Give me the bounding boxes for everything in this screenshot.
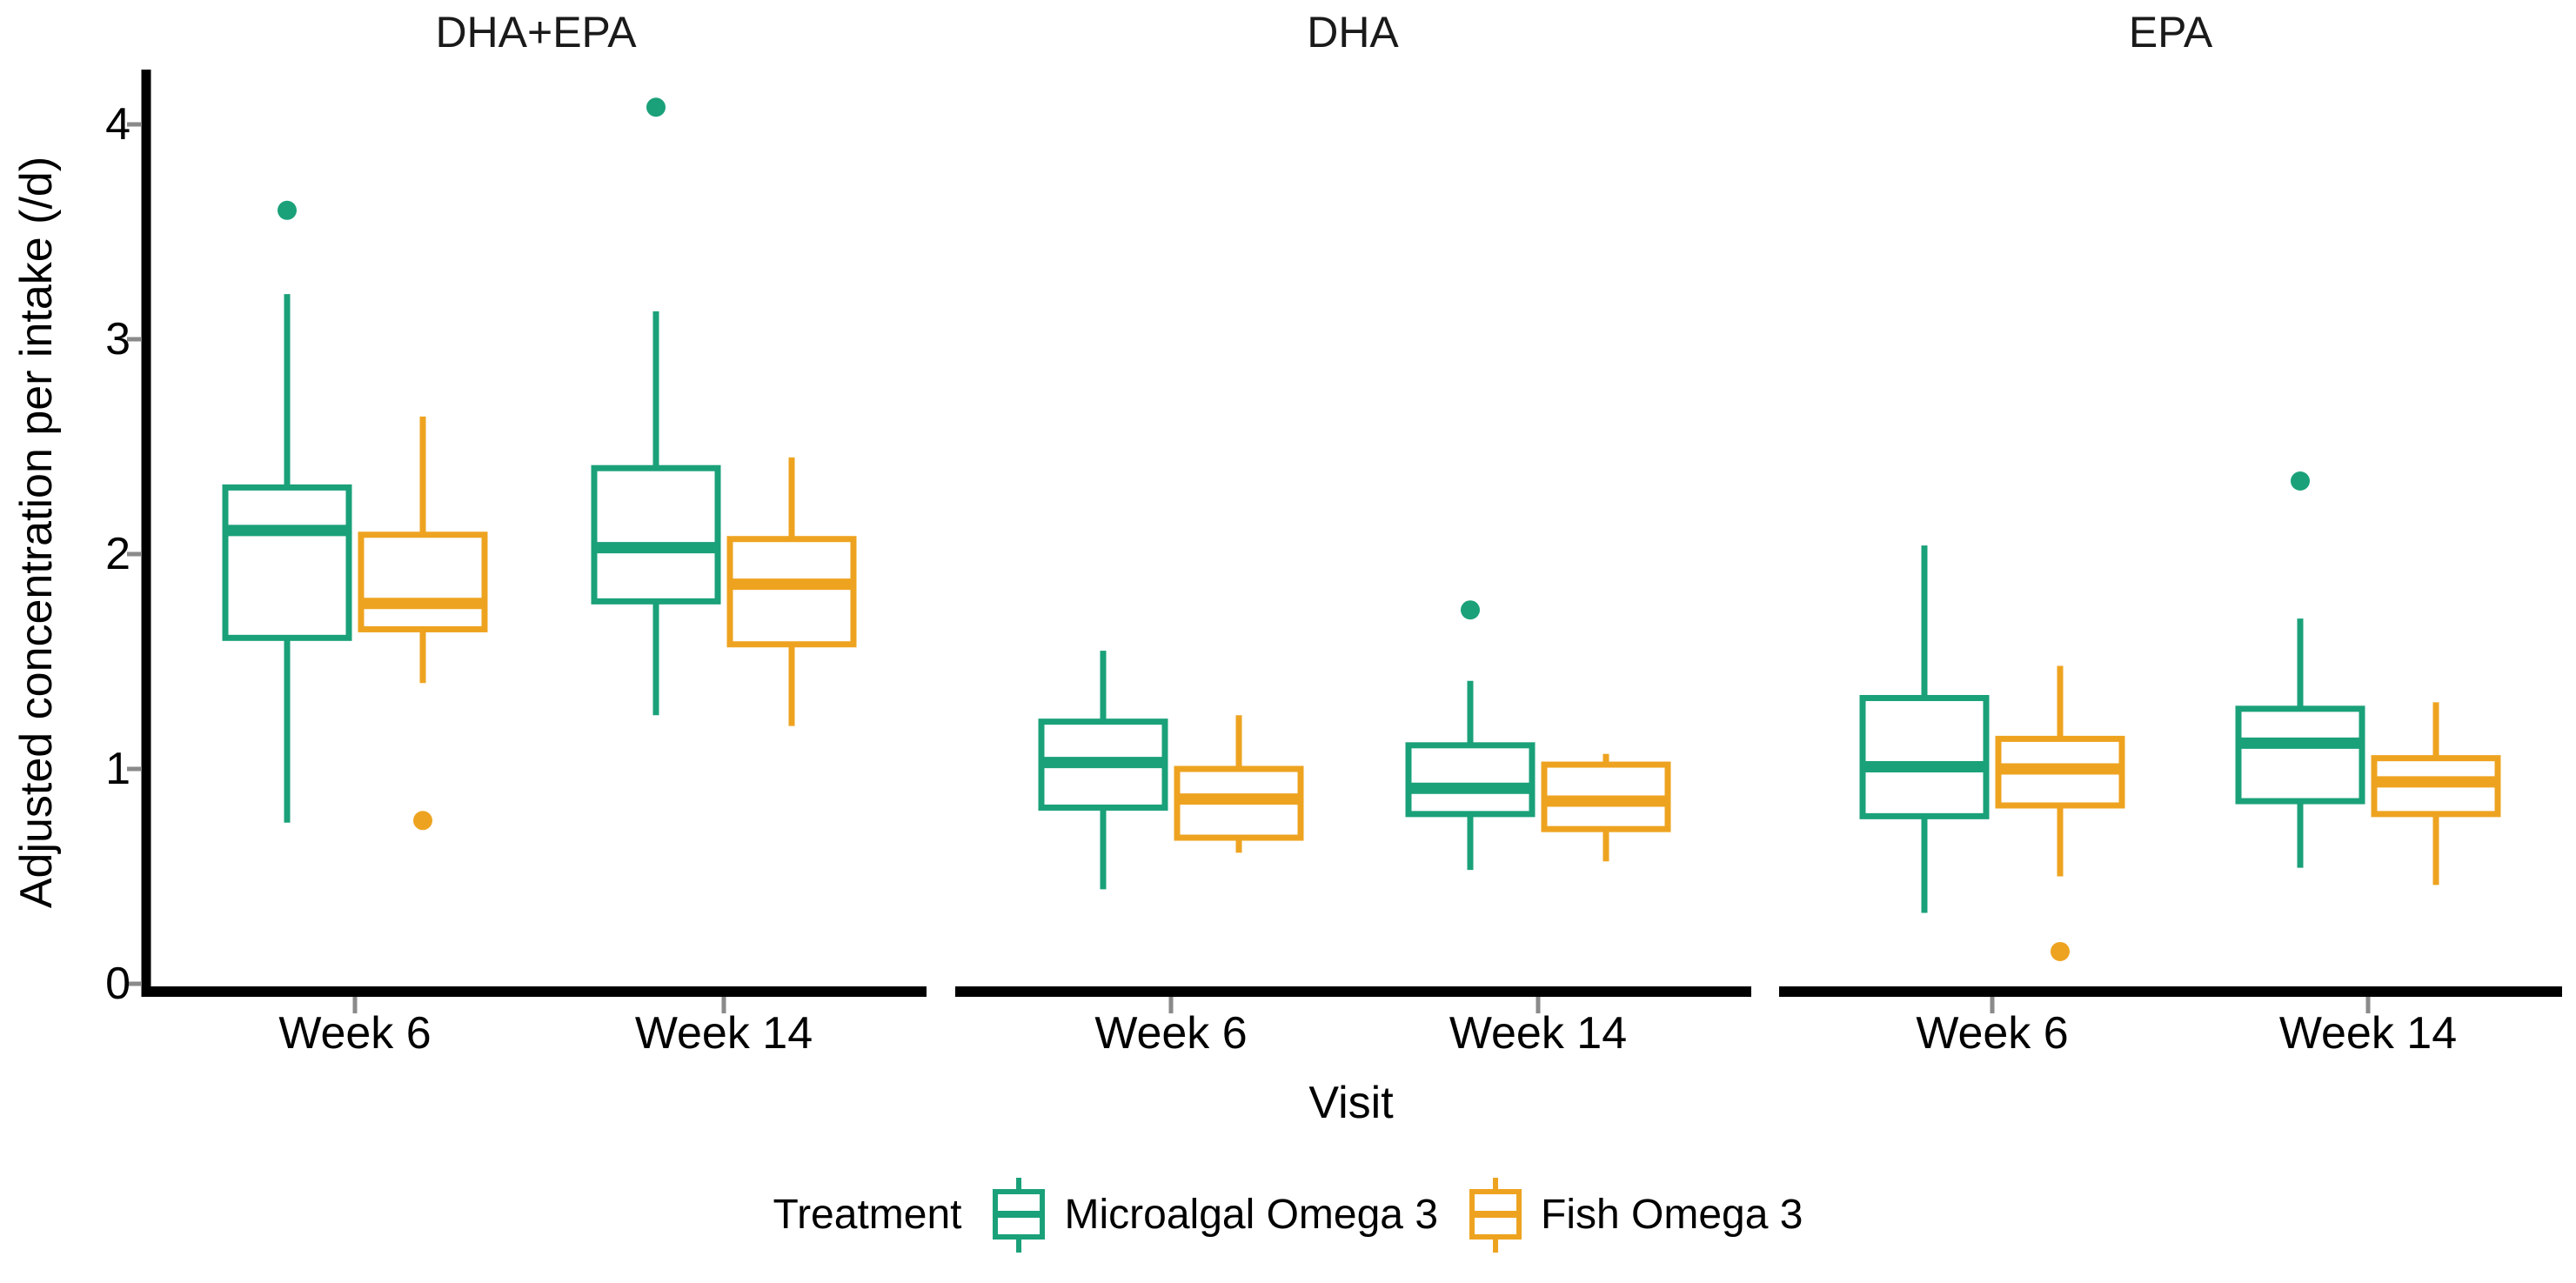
outlier-point — [1461, 600, 1480, 620]
boxplot-key-icon — [993, 1178, 1046, 1253]
outlier-point — [2291, 471, 2310, 491]
y-tick-label-0: 0 — [105, 959, 130, 1009]
facet-title-epa: EPA — [2128, 8, 2213, 57]
outlier-point — [2051, 941, 2070, 961]
box-iqr — [2235, 705, 2365, 805]
legend-label-fish: Fish Omega 3 — [1541, 1192, 1803, 1238]
box-iqr — [1859, 694, 1990, 819]
x-tick-week14-facet2: Week 14 — [1449, 1008, 1628, 1059]
y-axis-title: Adjusted concentration per intake (/d) — [11, 156, 62, 909]
y-tick-label-4: 4 — [105, 99, 130, 150]
y-tick-label-1: 1 — [105, 744, 130, 794]
y-tick-label-2: 2 — [105, 529, 130, 579]
legend: Treatment Microalgal Omega 3 Fish Omega … — [773, 1176, 1803, 1254]
box-iqr — [591, 464, 721, 605]
facet-title-dha-epa: DHA+EPA — [435, 8, 637, 57]
legend-title: Treatment — [773, 1192, 962, 1238]
box-iqr — [726, 536, 857, 648]
outlier-point — [278, 200, 297, 220]
y-tick-label-3: 3 — [105, 314, 130, 364]
outlier-point — [646, 97, 666, 117]
boxplot-key-icon — [1469, 1178, 1522, 1253]
facet-title-dha: DHA — [1307, 8, 1399, 57]
x-tick-week6-facet3: Week 6 — [1916, 1008, 2069, 1059]
box-iqr — [222, 484, 352, 641]
outlier-point — [413, 811, 432, 831]
legend-item-microalgal: Microalgal Omega 3 — [992, 1176, 1439, 1254]
x-tick-week6-facet2: Week 6 — [1094, 1008, 1248, 1059]
x-tick-week6-facet1: Week 6 — [278, 1008, 432, 1059]
x-tick-week14-facet3: Week 14 — [2278, 1008, 2458, 1059]
box-iqr — [1405, 742, 1536, 818]
x-tick-week14-facet1: Week 14 — [634, 1008, 813, 1059]
legend-item-fish: Fish Omega 3 — [1468, 1176, 1803, 1254]
legend-label-microalgal: Microalgal Omega 3 — [1064, 1192, 1439, 1238]
box-iqr — [358, 531, 488, 632]
x-axis-title: Visit — [1308, 1078, 1394, 1128]
